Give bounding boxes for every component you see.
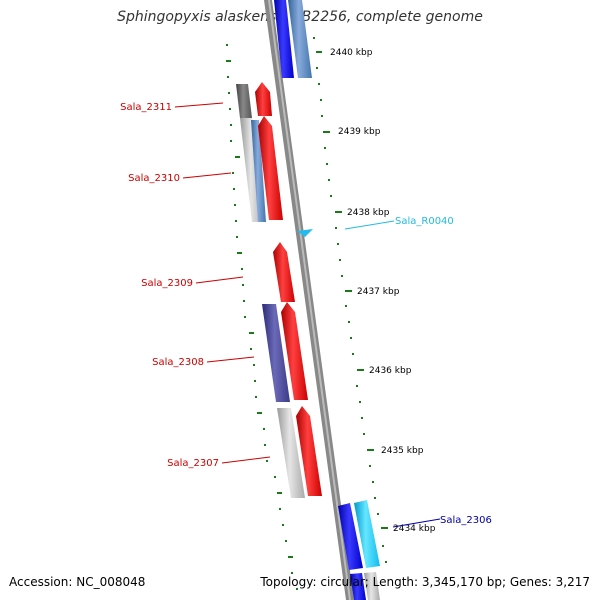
kbp-labels: 2440 kbp 2439 kbp 2438 kbp 2437 kbp 2436… xyxy=(330,48,436,534)
gene-sala-2307-outer xyxy=(277,408,305,498)
gene-sala-r0040 xyxy=(297,229,313,237)
kbp-label: 2437 kbp xyxy=(357,287,400,297)
gene-top-blue xyxy=(274,0,294,78)
accession-text: Accession: NC_008048 xyxy=(9,575,146,589)
gene-bottom-blue xyxy=(350,573,366,600)
kbp-label: 2440 kbp xyxy=(330,48,373,58)
gene-labels[interactable]: Sala_2311 Sala_2310 Sala_R0040 Sala_2309… xyxy=(120,102,492,526)
gene-sala-2309 xyxy=(273,242,295,302)
outer-ticks xyxy=(226,44,298,590)
gene-label-sala-2311: Sala_2311 xyxy=(120,102,172,113)
gene-sala-2306-cyan xyxy=(354,500,380,568)
gene-label-sala-2310: Sala_2310 xyxy=(128,173,180,184)
inner-ticks xyxy=(313,37,388,563)
kbp-label: 2434 kbp xyxy=(393,524,436,534)
gene-sala-2308-outer xyxy=(262,304,290,402)
topology-text: Topology: circular; Length: 3,345,170 bp… xyxy=(260,575,590,589)
gene-sala-2311-inner xyxy=(255,82,272,116)
gene-label-sala-2308: Sala_2308 xyxy=(152,357,204,368)
label-leader-lines xyxy=(174,102,441,528)
kbp-label: 2436 kbp xyxy=(369,366,412,376)
gene-sala-2306-blue xyxy=(338,503,363,570)
kbp-label: 2439 kbp xyxy=(338,127,381,137)
gene-sala-2310-steel xyxy=(251,120,266,222)
gene-top-steel xyxy=(288,0,312,78)
kbp-label: 2438 kbp xyxy=(347,208,390,218)
gene-label-sala-2309: Sala_2309 xyxy=(141,278,193,289)
gene-features-inner[interactable] xyxy=(251,0,380,600)
gene-sala-2308-inner xyxy=(281,302,308,400)
genome-backbone xyxy=(264,0,354,600)
gene-bottom-gray xyxy=(364,572,380,600)
kbp-label: 2435 kbp xyxy=(381,446,424,456)
gene-label-sala-2307: Sala_2307 xyxy=(167,458,219,469)
gene-label-sala-2306: Sala_2306 xyxy=(440,515,492,526)
gene-sala-2311-outer xyxy=(236,84,252,118)
gene-sala-2307-inner xyxy=(296,406,322,496)
gene-label-sala-r0040: Sala_R0040 xyxy=(395,216,454,227)
gene-sala-2310-inner xyxy=(258,116,283,220)
